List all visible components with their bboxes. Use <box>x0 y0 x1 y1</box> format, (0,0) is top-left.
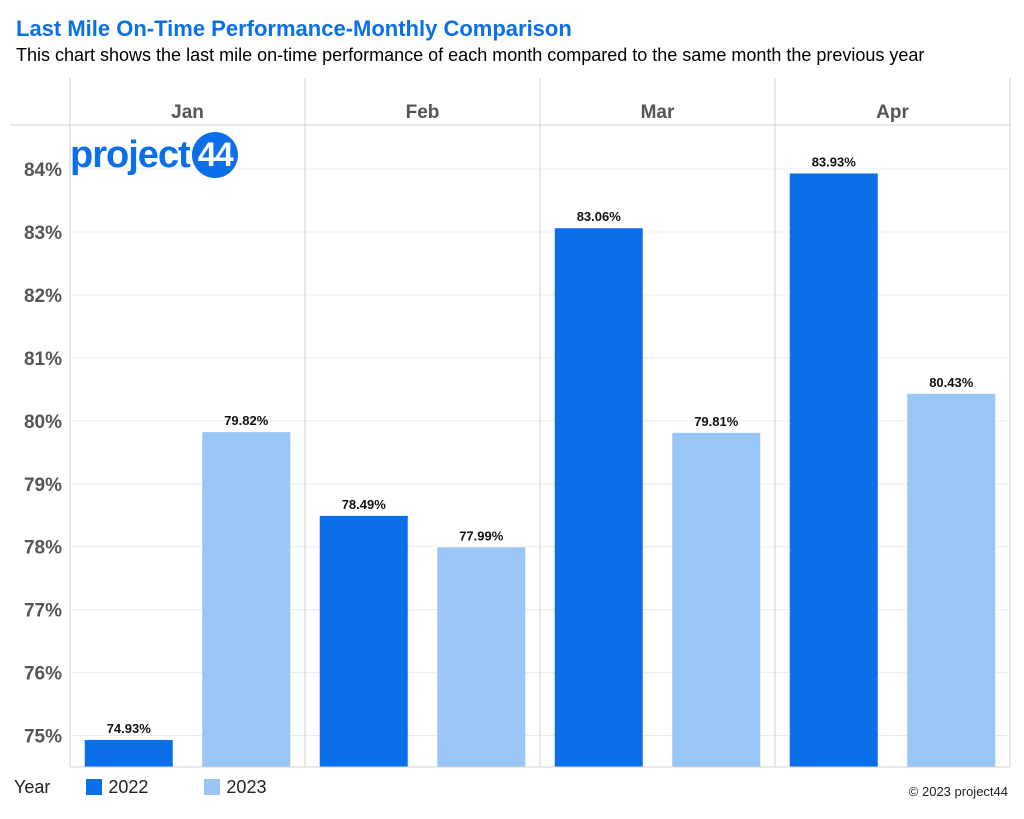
bar-chart: 75% 76% 77% 78% 79% 80% 81% 82% 83% 84% Jan Feb Mar A… <box>10 78 1011 768</box>
legend-label-2023: 2023 <box>226 776 267 797</box>
y-tick-label: 80% <box>24 412 62 433</box>
bar-value-label: 79.81% <box>694 414 739 429</box>
y-tick-label: 76% <box>24 664 62 685</box>
y-tick-label: 84% <box>24 160 62 181</box>
chart-subtitle: This chart shows the last mile on-time p… <box>16 45 925 65</box>
legend: Year 2022 2023 <box>14 776 322 798</box>
bar-value-label: 83.06% <box>577 209 622 224</box>
y-tick-label: 78% <box>24 538 62 559</box>
legend-swatch-2023 <box>204 779 221 795</box>
legend-item-2023: 2023 <box>204 777 266 798</box>
y-tick-label: 79% <box>24 475 62 496</box>
project44-logo: project 44 <box>70 132 238 178</box>
bar <box>789 173 878 767</box>
bar <box>437 547 526 767</box>
y-tick-label: 82% <box>24 286 62 307</box>
bar <box>672 432 761 767</box>
bar <box>907 393 996 767</box>
chart-title: Last Mile On-Time Performance-Monthly Co… <box>16 16 572 41</box>
bar <box>84 739 173 767</box>
category-header: Apr <box>876 102 909 123</box>
bar <box>319 515 408 767</box>
legend-label-2022: 2022 <box>108 776 149 797</box>
logo-wordmark: project <box>70 133 191 176</box>
logo-badge: 44 <box>191 132 238 178</box>
bar-value-label: 80.43% <box>929 375 974 390</box>
bar <box>202 432 291 767</box>
category-header: Jan <box>171 102 204 123</box>
y-tick-label: 83% <box>24 223 62 244</box>
bar-value-label: 79.82% <box>224 413 269 428</box>
bar-value-label: 78.49% <box>342 497 387 512</box>
legend-title: Year <box>14 776 51 797</box>
legend-swatch-2022 <box>86 779 103 795</box>
copyright-text: © 2023 project44 <box>908 784 1008 799</box>
y-tick-label: 81% <box>24 349 62 370</box>
category-header: Mar <box>641 102 675 123</box>
bar <box>554 228 643 768</box>
y-tick-label: 77% <box>24 601 62 622</box>
legend-item-2022: 2022 <box>86 777 148 798</box>
bar-value-label: 74.93% <box>107 721 152 736</box>
bar-value-label: 83.93% <box>812 154 857 169</box>
bar-value-label: 77.99% <box>459 528 504 543</box>
category-header: Feb <box>406 102 440 123</box>
y-tick-label: 75% <box>24 727 62 748</box>
